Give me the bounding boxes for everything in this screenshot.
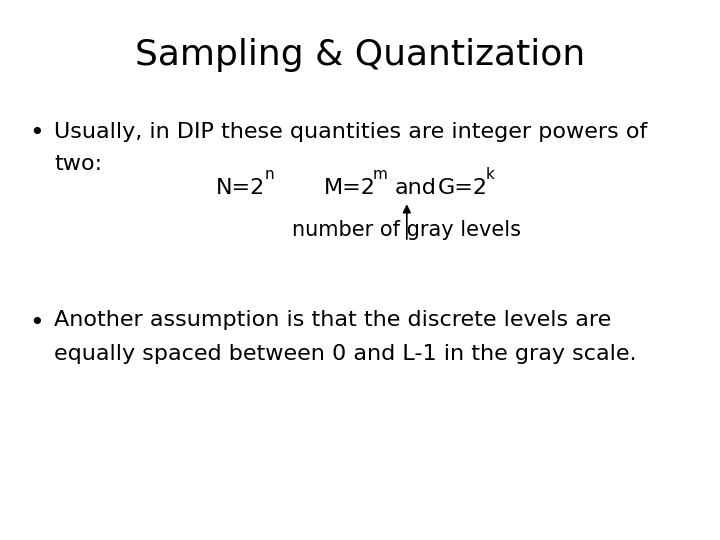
Text: and: and: [395, 178, 436, 198]
Text: G=2: G=2: [438, 178, 487, 198]
Text: m: m: [373, 167, 388, 183]
Text: Usually, in DIP these quantities are integer powers of: Usually, in DIP these quantities are int…: [54, 122, 647, 141]
Text: N=2: N=2: [216, 178, 265, 198]
Text: equally spaced between 0 and L-1 in the gray scale.: equally spaced between 0 and L-1 in the …: [54, 344, 636, 364]
Text: two:: two:: [54, 154, 102, 174]
Text: Another assumption is that the discrete levels are: Another assumption is that the discrete …: [54, 310, 611, 330]
Text: •: •: [29, 310, 43, 334]
Text: M=2: M=2: [324, 178, 376, 198]
Text: k: k: [486, 167, 495, 183]
Text: •: •: [29, 122, 43, 145]
Text: number of gray levels: number of gray levels: [292, 220, 521, 240]
Text: Sampling & Quantization: Sampling & Quantization: [135, 38, 585, 72]
Text: n: n: [265, 167, 274, 183]
